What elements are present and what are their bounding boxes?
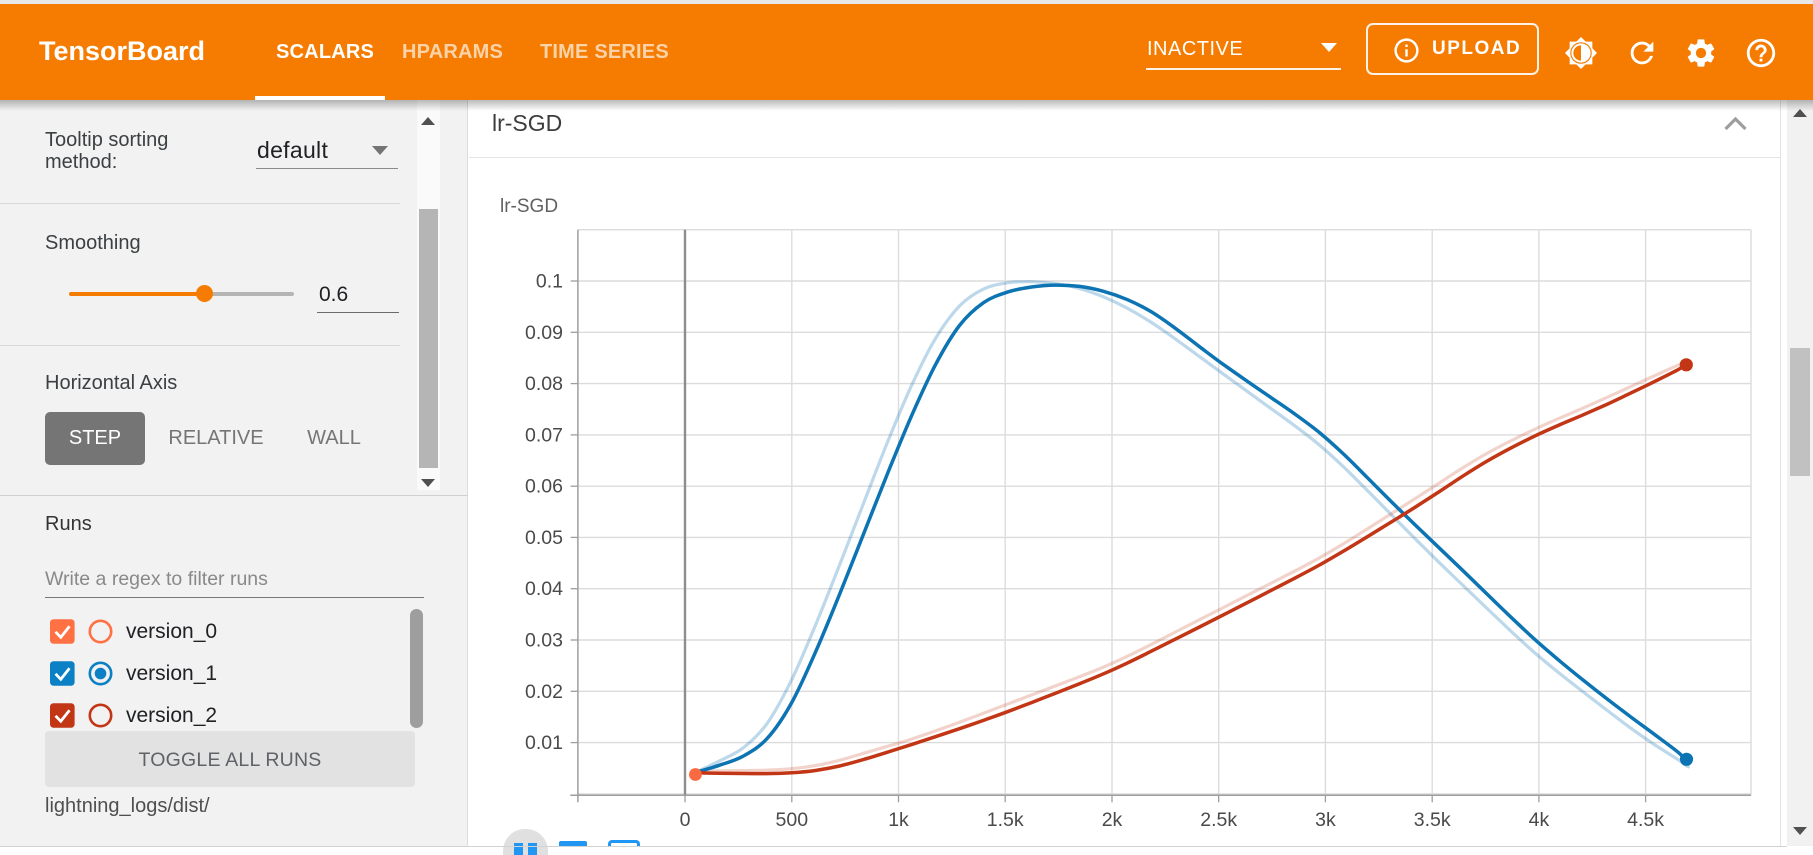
svg-text:0.02: 0.02 bbox=[525, 681, 563, 703]
svg-text:3k: 3k bbox=[1315, 809, 1336, 831]
svg-text:4.5k: 4.5k bbox=[1627, 809, 1664, 831]
svg-text:0.07: 0.07 bbox=[525, 424, 563, 446]
svg-text:0.08: 0.08 bbox=[525, 373, 563, 395]
svg-text:0.03: 0.03 bbox=[525, 630, 563, 652]
svg-text:0.01: 0.01 bbox=[525, 732, 563, 754]
svg-text:2.5k: 2.5k bbox=[1200, 809, 1237, 831]
svg-text:0.09: 0.09 bbox=[525, 322, 563, 344]
svg-text:0.05: 0.05 bbox=[525, 527, 563, 549]
svg-text:500: 500 bbox=[776, 809, 809, 831]
svg-text:0.04: 0.04 bbox=[525, 578, 563, 600]
svg-text:0.1: 0.1 bbox=[536, 271, 563, 293]
svg-text:2k: 2k bbox=[1102, 809, 1123, 831]
svg-text:1.5k: 1.5k bbox=[987, 809, 1024, 831]
svg-text:0: 0 bbox=[680, 809, 691, 831]
svg-text:lr-SGD: lr-SGD bbox=[500, 196, 558, 217]
svg-text:1k: 1k bbox=[888, 809, 909, 831]
svg-text:3.5k: 3.5k bbox=[1414, 809, 1451, 831]
svg-text:4k: 4k bbox=[1529, 809, 1550, 831]
svg-text:0.06: 0.06 bbox=[525, 476, 563, 498]
